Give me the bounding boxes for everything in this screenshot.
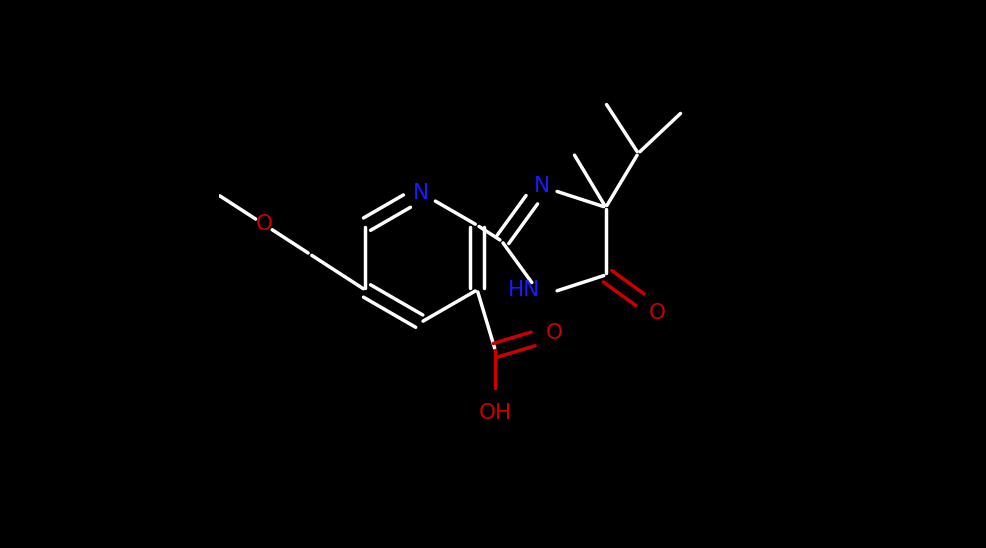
Text: OH: OH	[478, 403, 512, 423]
Text: O: O	[255, 214, 272, 235]
Text: N: N	[532, 176, 549, 196]
Text: O: O	[545, 323, 562, 342]
Text: N: N	[413, 183, 429, 203]
Text: O: O	[649, 302, 666, 323]
Text: HN: HN	[507, 281, 539, 300]
